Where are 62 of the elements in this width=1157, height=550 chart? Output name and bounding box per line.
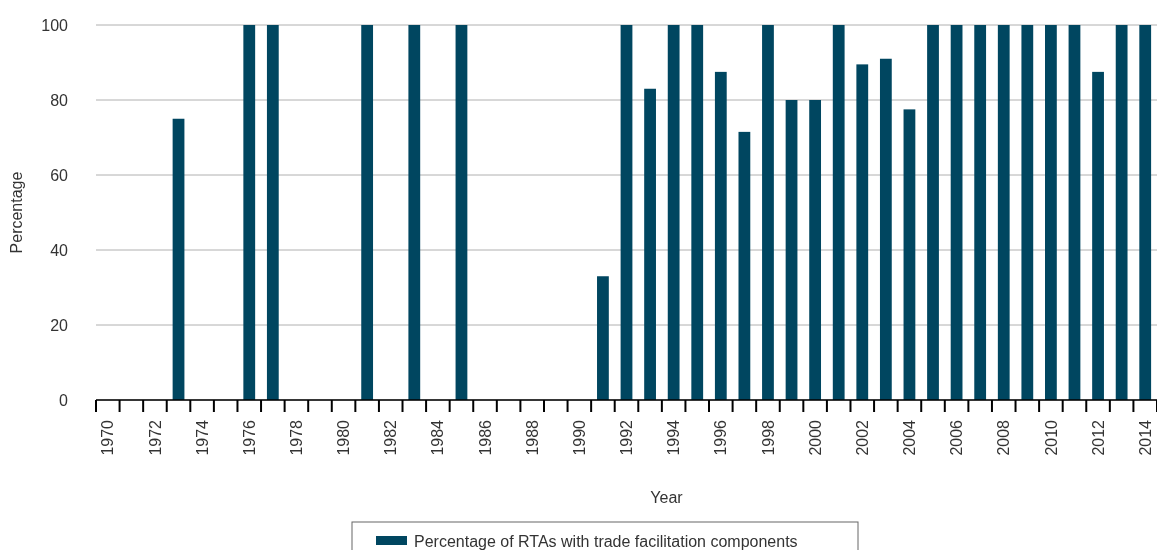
x-tick-label: 1986 [476,419,494,456]
x-tick-label: 1980 [335,419,353,456]
legend-label: Percentage of RTAs with trade facilitation components [414,532,798,550]
bar [879,58,892,400]
bar [667,25,680,400]
bar [714,71,727,400]
x-tick-label: 2000 [806,419,824,456]
bar [266,25,279,400]
bar [1092,71,1104,400]
x-tick-label: 2008 [995,419,1013,456]
bar [455,25,468,400]
y-axis-title: Percentage [8,171,25,254]
x-tick-label: 1996 [712,419,730,456]
bar [1021,25,1034,400]
x-tick-label: 1978 [288,419,306,456]
x-tick-label: 1998 [759,419,777,456]
bar [974,25,987,400]
bar [597,276,609,400]
y-tick-label: 20 [50,316,69,334]
bar [172,118,185,400]
bar [1045,25,1057,400]
bar [903,109,916,400]
x-tick-label: 2006 [948,419,966,456]
x-tick-label: 2002 [853,419,871,456]
bar [1139,25,1152,400]
bar [785,100,798,400]
bar [243,25,256,400]
bar [408,25,421,400]
x-tick-label: 1990 [570,419,588,456]
bar [620,25,633,400]
y-tick-label: 60 [50,166,69,184]
y-tick-label: 100 [41,16,69,34]
bar [691,25,704,400]
bar [644,88,656,400]
x-tick-label: 2004 [901,419,919,456]
bar [832,25,845,400]
x-tick-label: 1974 [193,419,211,456]
y-tick-label: 0 [59,391,69,409]
x-axis-title: Year [650,489,684,506]
bar [361,25,374,400]
x-tick-label: 1994 [665,419,683,456]
bar [997,25,1010,400]
x-tick-label: 1972 [146,419,164,456]
y-tick-label: 80 [50,91,69,109]
bar [809,100,822,400]
x-tick-label: 1992 [618,419,636,456]
x-tick-label: 1984 [429,419,447,456]
x-tick-label: 1970 [99,419,117,456]
bar [762,25,774,400]
y-tick-label: 40 [50,241,69,259]
x-tick-label: 1988 [523,419,541,456]
x-tick-label: 2010 [1042,419,1060,456]
bar [1115,25,1128,400]
x-tick-label: 2014 [1136,419,1154,456]
bar [1068,25,1081,400]
bar [856,64,869,400]
bar [950,25,963,400]
bar [738,131,751,400]
x-tick-label: 1976 [240,419,258,456]
x-tick-label: 2012 [1089,419,1107,456]
x-tick-label: 1982 [382,419,400,456]
bar [927,25,939,400]
